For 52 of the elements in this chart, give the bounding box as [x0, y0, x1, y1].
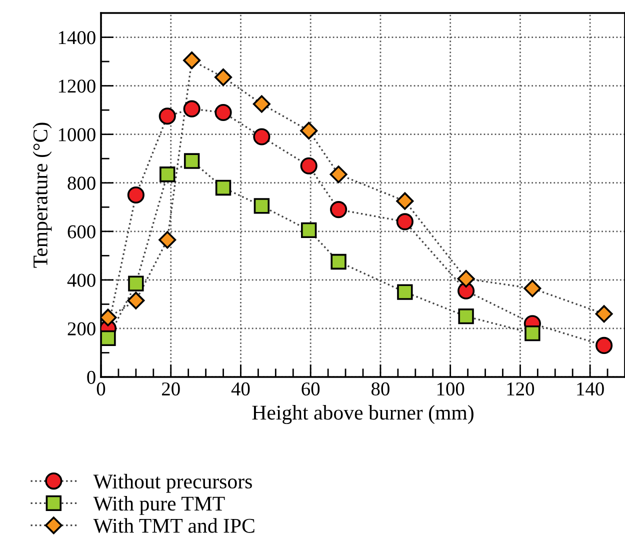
x-axis-title: Height above burner (mm) [252, 405, 474, 424]
point [457, 270, 475, 288]
point [330, 254, 346, 270]
point [396, 192, 414, 210]
legend-label: Without precursors [93, 474, 252, 493]
y-tick-label: 800 [68, 176, 96, 190]
point [253, 128, 270, 146]
y-tick-label: 0 [87, 370, 96, 384]
point [183, 100, 200, 118]
point [158, 231, 176, 249]
legend-label: With pure TMT [93, 496, 225, 515]
point [330, 166, 348, 184]
point [158, 108, 176, 125]
point [214, 68, 232, 86]
point [127, 292, 145, 310]
x-tick-label: 120 [507, 382, 534, 396]
y-tick-label: 1400 [58, 31, 96, 44]
y-tick-label: 1000 [58, 128, 96, 142]
y-tick-label: 200 [68, 322, 96, 336]
point [160, 166, 176, 182]
x-tick-label: 40 [231, 382, 250, 396]
point [214, 104, 232, 122]
point [254, 198, 270, 214]
point [300, 157, 318, 174]
point [101, 330, 116, 346]
point [396, 213, 414, 230]
point [300, 122, 318, 140]
legend-label: With TMT and IPC [93, 518, 254, 533]
x-tick-label: 20 [162, 382, 180, 396]
point [128, 276, 144, 292]
y-tick-label: 600 [68, 225, 96, 238]
y-tick-label: 400 [67, 274, 96, 287]
y-axis-title: Temperature (°C) [32, 122, 52, 268]
point [595, 336, 613, 354]
point [595, 305, 613, 323]
point [524, 280, 542, 298]
x-tick-label: 80 [371, 382, 390, 396]
point [184, 153, 200, 169]
x-tick-label: 60 [302, 382, 320, 396]
point [458, 308, 474, 324]
x-tick-label: 0 [96, 382, 106, 396]
x-tick-label: 100 [437, 382, 464, 396]
point [301, 222, 317, 238]
point [215, 180, 232, 196]
point [127, 186, 144, 204]
y-tick-label: 1200 [58, 80, 96, 93]
point [183, 52, 201, 70]
point [524, 325, 540, 342]
point [397, 284, 413, 300]
point [252, 95, 270, 113]
x-tick-label: 140 [577, 382, 604, 396]
point [330, 201, 348, 218]
